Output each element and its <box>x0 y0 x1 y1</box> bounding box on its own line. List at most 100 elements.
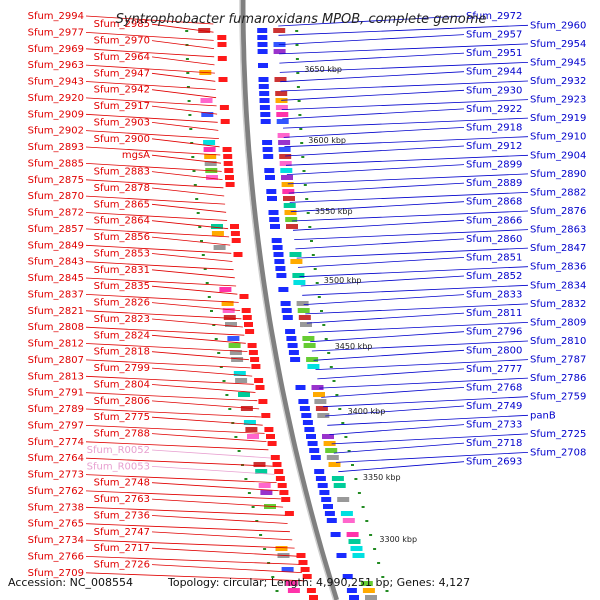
forward-gene-block <box>251 364 261 369</box>
gene-label-right: Sfum_2951 <box>466 48 522 59</box>
forward-gene-block <box>274 469 284 474</box>
forward-gene-block <box>275 476 285 481</box>
gene-label-left: Sfum_2964 <box>94 52 150 63</box>
leader-line-left <box>151 203 227 213</box>
leader-line-left <box>85 244 232 254</box>
tick-right <box>300 142 304 144</box>
leader-line-right <box>281 89 465 101</box>
gene-label-right: Sfum_2866 <box>466 215 522 226</box>
tick-left <box>200 240 203 242</box>
function-block-right <box>348 539 361 544</box>
leader-line-right <box>303 294 465 305</box>
tick-left <box>189 128 193 130</box>
gene-label-left: Sfum_2865 <box>94 199 150 210</box>
reverse-gene-block <box>307 441 318 446</box>
function-block-right <box>300 322 312 327</box>
gene-label-right: Sfum_2759 <box>530 392 586 403</box>
function-block-right <box>275 105 288 110</box>
gene-label-left: Sfum_2789 <box>28 404 84 415</box>
gene-label-right: Sfum_2693 <box>466 457 522 468</box>
function-block-left <box>213 245 226 250</box>
function-block-right <box>289 252 302 257</box>
forward-gene-block <box>222 147 232 152</box>
reverse-gene-block <box>257 35 268 40</box>
leader-line-left <box>151 433 267 442</box>
gene-label-left: Sfum_2878 <box>94 183 150 194</box>
gene-label-right: Sfum_2919 <box>530 113 586 124</box>
tick-right <box>338 408 342 410</box>
function-block-right <box>283 203 296 208</box>
backbone-arc-highlight <box>239 0 335 600</box>
reverse-gene-block <box>257 42 268 47</box>
reverse-gene-block <box>276 273 287 278</box>
gene-label-right: Sfum_2811 <box>466 308 522 319</box>
reverse-gene-block <box>317 483 328 488</box>
leader-line-left <box>151 449 271 459</box>
leader-line-left <box>85 326 245 336</box>
forward-gene-block <box>244 322 253 327</box>
tick-right <box>344 436 348 438</box>
tick-left <box>247 492 251 494</box>
reverse-gene-block <box>263 154 274 159</box>
leader-line-left <box>85 359 251 369</box>
tick-left <box>188 114 192 116</box>
function-block-right <box>279 154 292 159</box>
leader-line-right <box>280 71 465 83</box>
forward-gene-block <box>219 105 229 110</box>
gene-label-right: Sfum_2768 <box>466 382 522 393</box>
leader-line-right <box>279 43 529 55</box>
gene-label-left: Sfum_2747 <box>94 527 150 538</box>
leader-line-right <box>282 108 465 120</box>
function-block-right <box>277 133 290 138</box>
function-block-right <box>331 476 344 481</box>
leader-line-left <box>151 302 241 311</box>
reverse-gene-block <box>319 490 330 495</box>
tick-left <box>185 30 189 32</box>
function-block-right <box>325 448 338 453</box>
gene-label-left: Sfum_2734 <box>28 535 84 546</box>
function-block-right <box>282 189 295 194</box>
function-block-left <box>198 28 211 33</box>
reverse-gene-block <box>323 504 333 509</box>
function-block-right <box>302 336 315 341</box>
leader-line-left <box>151 482 279 492</box>
leader-line-left <box>151 171 223 180</box>
tick-left <box>205 282 209 284</box>
reverse-gene-block <box>290 357 301 362</box>
leader-line-right <box>302 284 529 296</box>
gene-label-left: Sfum_2900 <box>94 134 150 145</box>
reverse-gene-block <box>258 84 269 89</box>
gene-label-left: Sfum_2893 <box>28 142 84 153</box>
leader-line-right <box>279 52 465 64</box>
backbone-arc <box>240 0 339 600</box>
forward-gene-block <box>245 329 255 334</box>
function-block-right <box>293 280 306 285</box>
function-block-right <box>296 301 309 306</box>
reverse-gene-block <box>274 259 285 264</box>
reverse-gene-block <box>286 336 297 341</box>
reverse-gene-block <box>266 189 277 194</box>
gene-label-right: Sfum_2960 <box>530 20 586 31</box>
gene-label-left: Sfum_2766 <box>28 551 84 562</box>
leader-line-right <box>305 303 529 315</box>
reverse-gene-block <box>259 105 270 110</box>
leader-line-right <box>310 331 465 343</box>
tick-right <box>332 380 336 382</box>
gene-label-left: Sfum_R0053 <box>87 461 150 472</box>
kbp-label: 3500 kbp <box>324 276 362 285</box>
leader-line-right <box>292 219 465 231</box>
function-block-left <box>235 378 248 383</box>
leader-line-left <box>85 408 261 418</box>
function-block-left <box>206 175 218 180</box>
gene-label-left: Sfum_2837 <box>28 289 84 300</box>
leader-line-left <box>151 531 293 541</box>
function-block-right <box>273 49 286 54</box>
gene-label-left: Sfum_2843 <box>28 257 84 268</box>
reverse-gene-block <box>268 210 279 215</box>
gene-label-right: Sfum_2796 <box>466 327 522 338</box>
leader-line-right <box>290 201 465 213</box>
tick-right <box>301 156 305 158</box>
leader-line-left <box>85 261 234 271</box>
leader-line-left <box>85 130 219 139</box>
tick-left <box>190 142 194 144</box>
